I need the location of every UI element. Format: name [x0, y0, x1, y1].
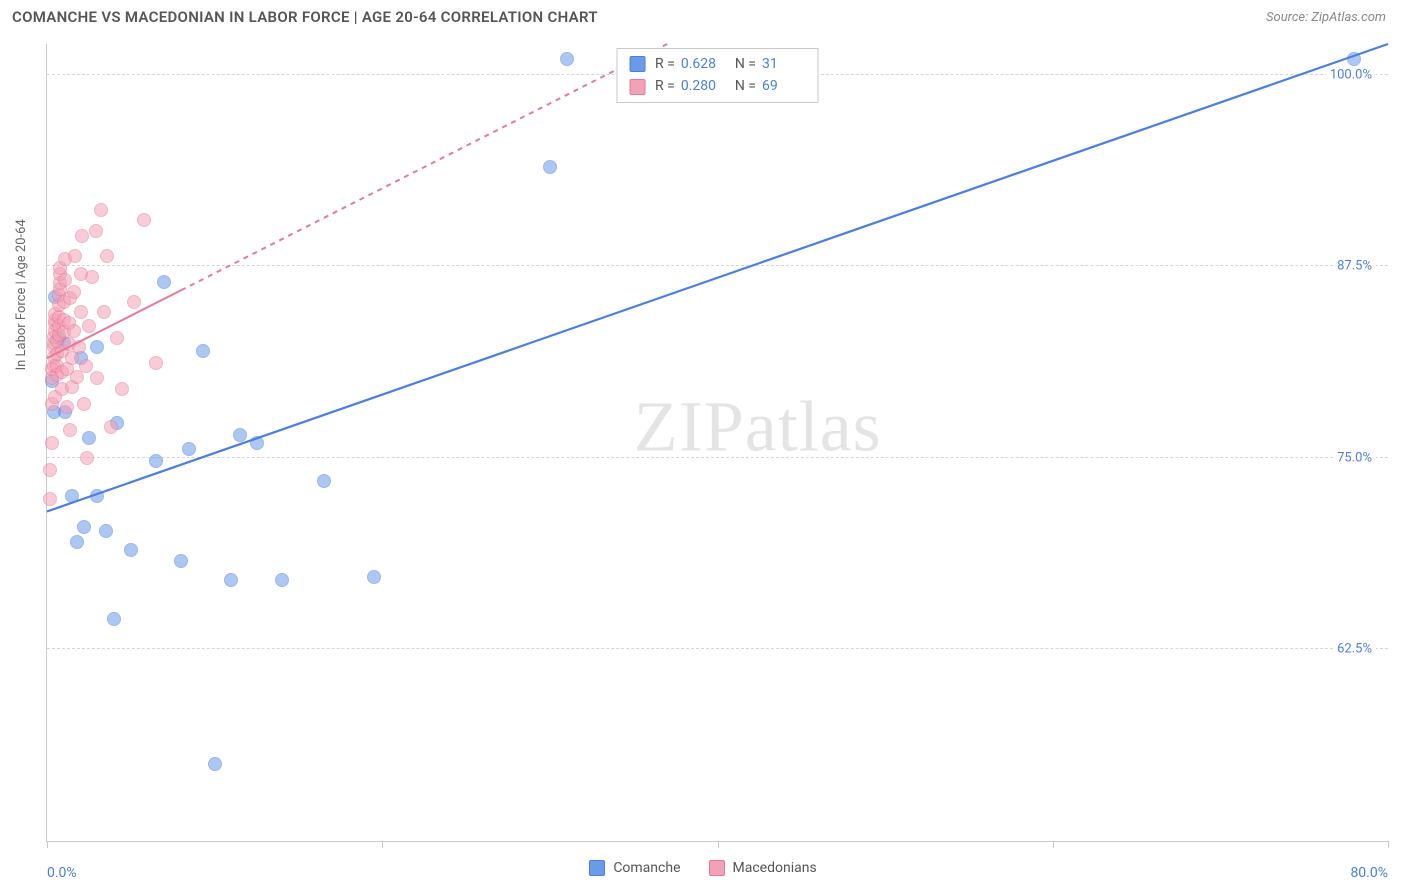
data-point-macedonians — [75, 229, 89, 243]
data-point-comanche — [275, 573, 289, 587]
gridline — [47, 457, 1388, 458]
data-point-macedonians — [67, 285, 81, 299]
stat-n-value: 31 — [762, 53, 806, 75]
data-point-macedonians — [115, 382, 129, 396]
gridline — [47, 265, 1388, 266]
y-tick-label: 100.0% — [1326, 67, 1376, 82]
data-point-macedonians — [90, 371, 104, 385]
data-point-macedonians — [77, 397, 91, 411]
legend-label: Comanche — [613, 860, 680, 876]
data-point-macedonians — [100, 249, 114, 263]
stat-row-comanche: R = 0.628 N = 31 — [629, 53, 806, 75]
stat-r-value: 0.280 — [681, 75, 725, 97]
legend: Comanche Macedonians — [0, 860, 1406, 876]
data-point-macedonians — [110, 331, 124, 345]
data-point-macedonians — [80, 451, 94, 465]
data-point-comanche — [233, 428, 247, 442]
y-tick-label: 62.5% — [1333, 642, 1376, 657]
data-point-comanche — [99, 524, 113, 538]
data-point-comanche — [65, 489, 79, 503]
data-point-comanche — [560, 52, 574, 66]
data-point-macedonians — [85, 270, 99, 284]
correlation-stat-box: R = 0.628 N = 31 R = 0.280 N = 69 — [616, 48, 819, 103]
y-axis-label: In Labor Force | Age 20-64 — [14, 219, 29, 370]
data-point-macedonians — [89, 224, 103, 238]
data-point-macedonians — [60, 400, 74, 414]
x-tick — [382, 841, 383, 848]
data-point-comanche — [157, 275, 171, 289]
stat-r-value: 0.628 — [681, 53, 725, 75]
data-point-comanche — [543, 160, 557, 174]
data-point-macedonians — [63, 423, 77, 437]
data-point-macedonians — [137, 213, 151, 227]
data-point-macedonians — [45, 436, 59, 450]
y-tick-label: 75.0% — [1333, 450, 1376, 465]
stat-n-value: 69 — [762, 75, 806, 97]
x-tick — [1388, 841, 1389, 848]
data-point-macedonians — [68, 249, 82, 263]
x-tick — [718, 841, 719, 848]
stat-n-label: N = — [735, 75, 756, 97]
x-tick — [1053, 841, 1054, 848]
data-point-comanche — [107, 612, 121, 626]
data-point-comanche — [208, 757, 222, 771]
stat-r-label: R = — [655, 75, 675, 97]
data-point-comanche — [224, 573, 238, 587]
data-point-macedonians — [72, 340, 86, 354]
data-point-macedonians — [43, 492, 57, 506]
chart-plot-area: 62.5% 75.0% 87.5% 100.0% R = 0.628 N = 31 R = 0.… — [46, 44, 1388, 842]
data-point-macedonians — [74, 305, 88, 319]
data-point-macedonians — [149, 356, 163, 370]
data-point-comanche — [174, 554, 188, 568]
legend-swatch-icon — [589, 860, 605, 876]
data-point-macedonians — [97, 305, 111, 319]
data-point-macedonians — [67, 324, 81, 338]
data-point-comanche — [149, 454, 163, 468]
data-point-comanche — [1347, 52, 1361, 66]
legend-swatch-icon — [709, 860, 725, 876]
data-point-macedonians — [82, 319, 96, 333]
legend-item-macedonians: Macedonians — [709, 860, 817, 876]
stat-swatch-icon — [629, 56, 645, 72]
gridline — [47, 648, 1388, 649]
data-point-macedonians — [127, 295, 141, 309]
data-point-comanche — [182, 442, 196, 456]
data-point-comanche — [196, 344, 210, 358]
y-tick-label: 87.5% — [1333, 259, 1376, 274]
legend-label: Macedonians — [733, 860, 817, 876]
stat-swatch-icon — [629, 79, 645, 95]
data-point-comanche — [124, 543, 138, 557]
data-point-macedonians — [79, 359, 93, 373]
chart-title: COMANCHE VS MACEDONIAN IN LABOR FORCE | … — [12, 8, 598, 26]
data-point-comanche — [317, 474, 331, 488]
source-attribution: Source: ZipAtlas.com — [1266, 10, 1386, 25]
data-point-comanche — [82, 431, 96, 445]
data-point-macedonians — [104, 420, 118, 434]
data-point-comanche — [90, 489, 104, 503]
data-point-macedonians — [43, 463, 57, 477]
stat-r-label: R = — [655, 53, 675, 75]
data-point-comanche — [90, 340, 104, 354]
data-point-macedonians — [94, 203, 108, 217]
data-point-comanche — [70, 535, 84, 549]
legend-item-comanche: Comanche — [589, 860, 680, 876]
data-point-comanche — [250, 436, 264, 450]
data-point-comanche — [367, 570, 381, 584]
x-tick — [47, 841, 48, 848]
stat-row-macedonians: R = 0.280 N = 69 — [629, 75, 806, 97]
stat-n-label: N = — [735, 53, 756, 75]
data-point-comanche — [77, 520, 91, 534]
